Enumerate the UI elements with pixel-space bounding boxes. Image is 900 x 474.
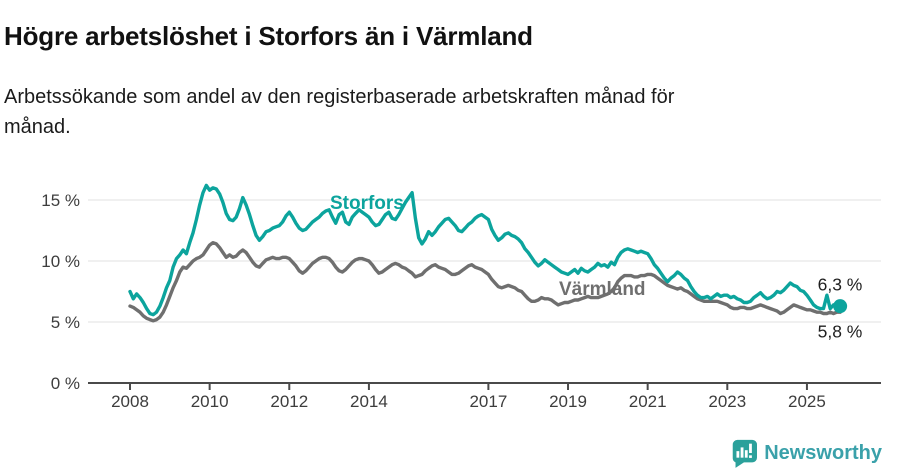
- y-axis-tick-label: 5 %: [51, 313, 80, 332]
- x-axis-tick-label: 2014: [350, 392, 388, 411]
- x-axis-tick-label: 2017: [469, 392, 507, 411]
- x-axis-tick-label: 2021: [629, 392, 667, 411]
- x-axis-tick-label: 2008: [111, 392, 149, 411]
- newsworthy-logo-icon: [732, 439, 758, 468]
- brand-lockup[interactable]: Newsworthy: [729, 438, 882, 468]
- x-axis-tick-label: 2023: [708, 392, 746, 411]
- end-value-label: 6,3 %: [818, 274, 863, 294]
- x-axis-tick-label: 2012: [270, 392, 308, 411]
- x-axis-tick-label: 2010: [191, 392, 229, 411]
- y-axis-tick-label: 10 %: [41, 252, 80, 271]
- vrmland-line: [128, 240, 842, 323]
- brand-name: Newsworthy: [764, 441, 882, 464]
- logo-exclamation-bar: [749, 443, 753, 453]
- logo-bar-1: [736, 451, 740, 458]
- x-axis-tick-label: 2019: [549, 392, 587, 411]
- logo-exclamation-dot: [749, 455, 753, 458]
- series-label-storfors: Storfors: [330, 193, 404, 214]
- logo-bar-3: [745, 450, 748, 458]
- y-axis-tick-label: 0 %: [51, 374, 80, 393]
- storfors-end-dot: [833, 299, 848, 314]
- storfors-line: [128, 183, 842, 317]
- chart-subtitle: Arbetssökande som andel av den registerb…: [4, 86, 675, 138]
- logo-bar-2: [740, 447, 744, 458]
- series-label-vrmland: Värmland: [559, 279, 646, 300]
- end-value-label: 5,8 %: [818, 321, 863, 341]
- logo-bubble-shape: [732, 439, 758, 468]
- x-axis-tick-label: 2025: [788, 392, 826, 411]
- y-axis-tick-label: 15 %: [41, 191, 80, 210]
- chart-title: Högre arbetslöshet i Storfors än i Värml…: [4, 21, 533, 52]
